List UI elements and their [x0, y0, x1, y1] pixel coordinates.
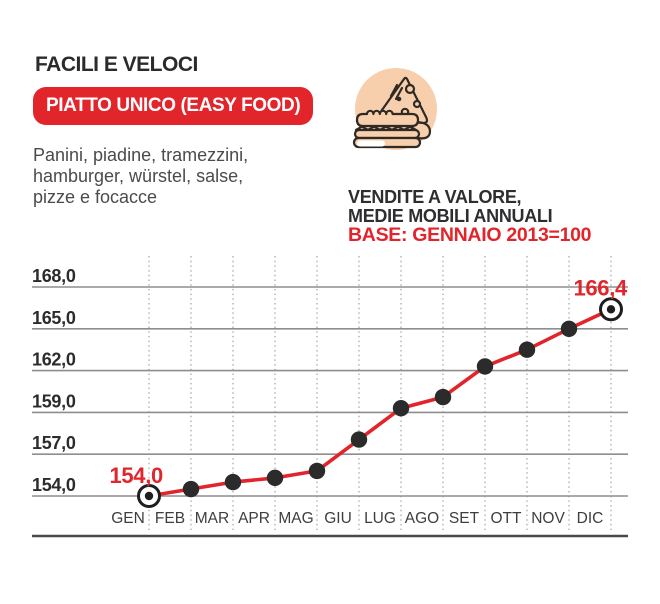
data-point-GIU [350, 431, 368, 448]
chart-base-note: BASE: GENNAIO 2013=100 [348, 224, 592, 246]
chart-heading: VENDITE A VALORE, MEDIE MOBILI ANNUALI B… [348, 187, 592, 246]
sandwich [352, 109, 422, 149]
y-axis-label-165: 165,0 [32, 308, 76, 328]
description-line-1: Panini, piadine, tramezzini, [33, 145, 249, 165]
y-axis-label-162: 162,0 [32, 350, 76, 370]
x-axis-label-APR: APR [238, 510, 270, 527]
y-axis-label-157: 157,0 [32, 433, 76, 453]
x-axis-label-LUG: LUG [364, 510, 396, 527]
y-axis-label-168: 168,0 [32, 266, 76, 286]
data-point-APR [266, 469, 284, 487]
x-axis-label-AGO: AGO [405, 510, 439, 527]
data-point-LUG [392, 400, 410, 417]
data-point-MAG [308, 462, 326, 480]
section-title: FACILI E VELOCI [35, 53, 198, 76]
data-point-OTT [518, 341, 536, 358]
description-line-3: pizze e focacce [33, 187, 158, 207]
chart-title-line-1: VENDITE A VALORE, [348, 187, 522, 207]
x-axis-label-MAR: MAR [195, 510, 229, 527]
x-axis-label-GEN: GEN [111, 510, 145, 527]
data-point-GEN [144, 491, 154, 501]
x-axis-label-NOV: NOV [531, 510, 565, 527]
data-point-SET [476, 358, 494, 375]
annotation-GEN: 154,0 [109, 463, 163, 488]
data-point-NOV [560, 320, 578, 337]
description-line-2: hamburger, würstel, salse, [33, 166, 244, 186]
x-axis-label-OTT: OTT [491, 510, 523, 527]
data-point-AGO [434, 388, 452, 406]
pizza-sandwich-icon [352, 68, 437, 150]
data-point-MAR [224, 473, 242, 491]
category-description: Panini, piadine, tramezzini, hamburger, … [33, 145, 248, 208]
x-axis-label-GIU: GIU [324, 510, 352, 527]
data-point-FEB [182, 480, 200, 498]
category-badge: PIATTO UNICO (EASY FOOD) [33, 87, 314, 125]
chart-title-line-2: MEDIE MOBILI ANNUALI [348, 206, 553, 226]
x-axis-label-MAG: MAG [278, 510, 313, 527]
data-point-DIC [606, 305, 616, 314]
y-axis-label-154: 154,0 [32, 475, 76, 495]
x-axis-label-SET: SET [449, 510, 480, 527]
easy-food-icon [352, 65, 440, 153]
sales-trend-line [148, 307, 612, 498]
annotation-DIC: 166,4 [573, 275, 628, 300]
x-axis-label-DIC: DIC [577, 510, 604, 527]
x-axis-label-FEB: FEB [155, 510, 185, 527]
y-axis-label-159: 159,0 [32, 391, 76, 411]
